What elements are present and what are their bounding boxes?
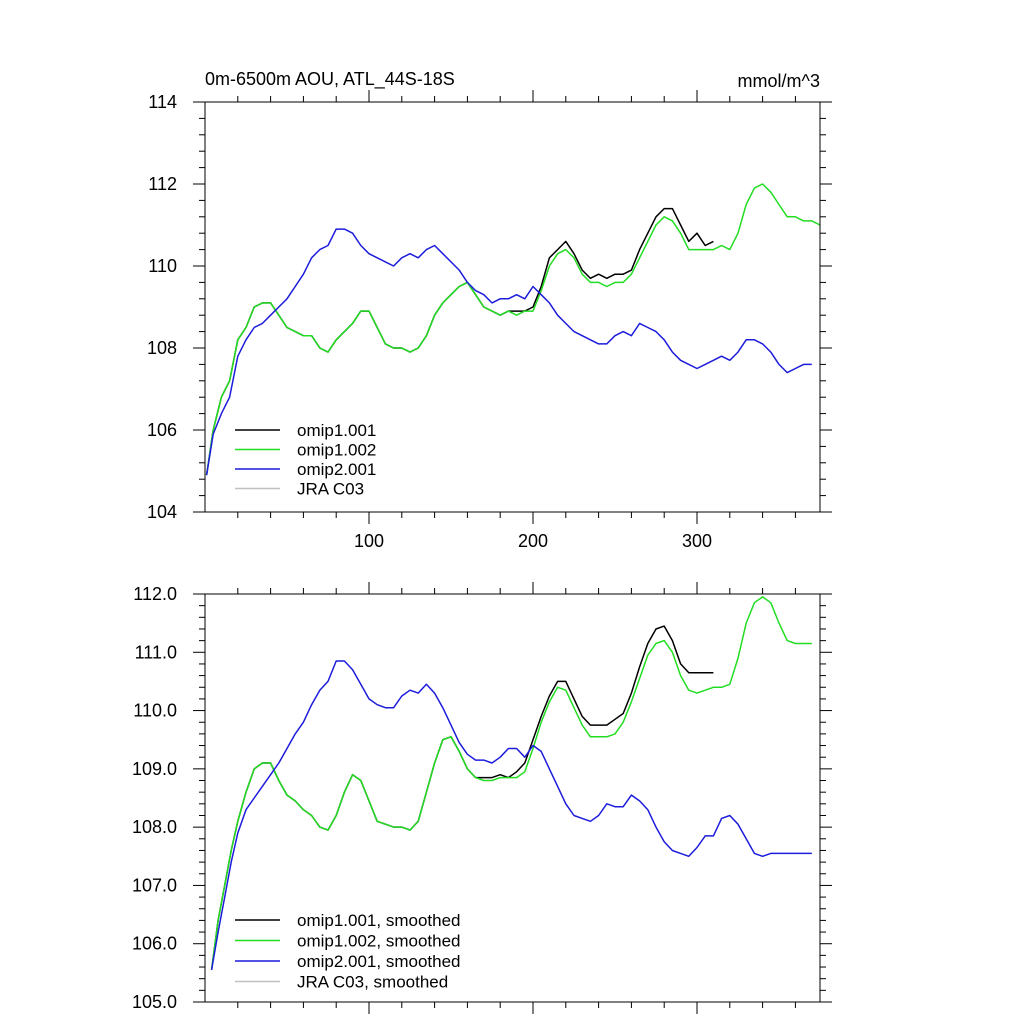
bottom-legend-label-1: omip1.002, smoothed <box>297 932 461 951</box>
top-panel-title: 0m-6500m AOU, ATL_44S-18S <box>205 69 455 90</box>
bottom-series-layer <box>210 596 812 971</box>
top-legend-label-0: omip1.001 <box>297 421 376 440</box>
top-x-tick-label: 300 <box>682 531 712 551</box>
bottom-y-tick-label: 106.0 <box>132 934 177 954</box>
bottom-y-tick-label: 107.0 <box>132 875 177 895</box>
top-y-tick-label: 112 <box>148 174 177 194</box>
top-y-tick-label: 110 <box>148 256 177 276</box>
top-plot-frame <box>204 101 821 513</box>
top-legend-label-3: JRA C03 <box>297 480 364 499</box>
top-legend-label-1: omip1.002 <box>297 441 376 460</box>
bottom-series-line-1 <box>210 596 812 970</box>
bottom-y-tick-label: 108.0 <box>132 817 177 837</box>
top-x-tick-label: 100 <box>354 531 384 551</box>
top-y-tick-label: 114 <box>148 92 177 112</box>
bottom-series-line-2 <box>210 660 812 971</box>
bottom-y-tick-label: 112.0 <box>133 584 177 604</box>
bottom-legend-label-2: omip2.001, smoothed <box>297 952 461 971</box>
bottom-series-line-0 <box>210 625 714 970</box>
top-legend-label-2: omip2.001 <box>297 460 376 479</box>
bottom-plot-frame <box>204 593 821 1003</box>
top-y-tick-label: 108 <box>147 338 177 358</box>
bottom-y-tick-label: 105.0 <box>132 992 177 1012</box>
bottom-legend-label-0: omip1.001, smoothed <box>297 911 461 930</box>
bottom-y-tick-label: 110.0 <box>133 701 177 721</box>
top-y-tick-label: 106 <box>147 420 177 440</box>
top-series-layer <box>205 183 821 476</box>
bottom-y-tick-label: 109.0 <box>132 759 177 779</box>
bottom-panel: 105.0 106.0 107.0 108.0 109.0 110.0 111.0 112.0… <box>132 582 832 1014</box>
top-series-line-0 <box>205 207 714 476</box>
bottom-legend-label-3: JRA C03, smoothed <box>297 973 448 992</box>
top-axes: 100 200 300 104 106 108 110 112 114 <box>147 90 832 551</box>
bottom-y-tick-label: 111.0 <box>135 642 177 662</box>
top-series-line-1 <box>205 183 821 476</box>
top-panel: 0m-6500m AOU, ATL_44S-18S mmol/m^3 100 20… <box>147 69 832 551</box>
top-x-tick-label: 200 <box>518 531 548 551</box>
top-y-tick-label: 104 <box>147 502 177 522</box>
top-series-line-2 <box>205 228 812 476</box>
bottom-legend: omip1.001, smoothed omip1.002, smoothedom… <box>235 911 461 992</box>
top-panel-units: mmol/m^3 <box>738 71 820 91</box>
bottom-axes: 105.0 106.0 107.0 108.0 109.0 110.0 111.0 112.0 <box>132 582 832 1014</box>
